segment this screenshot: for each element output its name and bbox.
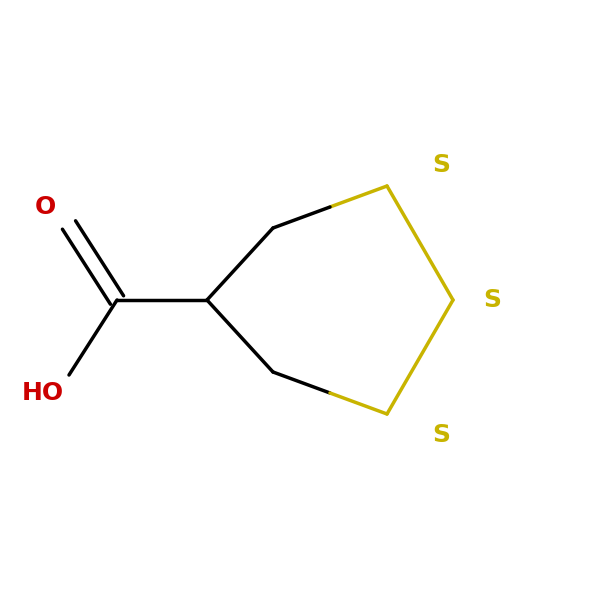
Text: O: O xyxy=(34,195,56,219)
Text: S: S xyxy=(432,153,450,177)
Text: S: S xyxy=(432,423,450,447)
Text: HO: HO xyxy=(22,381,64,405)
Text: S: S xyxy=(483,288,501,312)
